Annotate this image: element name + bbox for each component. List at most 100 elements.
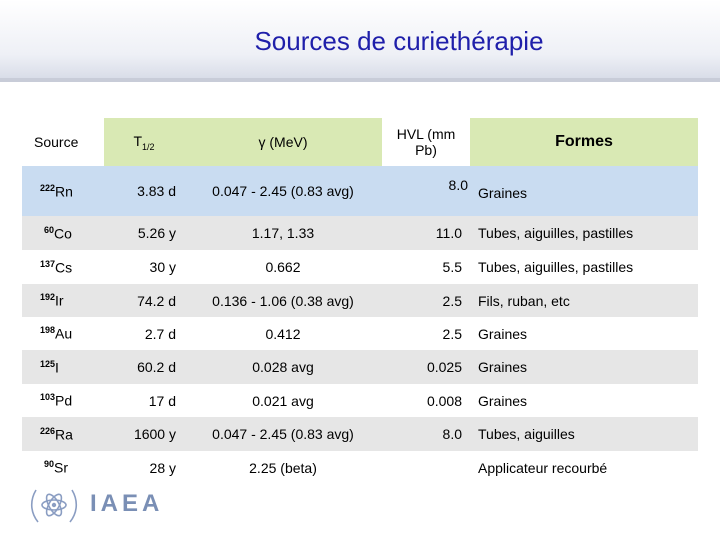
cell-source: 226Ra [22,417,104,451]
hvl-value: 0.008 [426,392,462,409]
cell-formes: Graines [470,166,698,216]
forme-value: Graines [478,359,528,375]
cell-gamma: 0.412 [184,317,382,350]
header-half-life-label: T1/2 [133,132,155,152]
cell-gamma: 0.047 - 2.45 (0.83 avg) [184,166,382,216]
cell-half-life: 60.2 d [104,350,184,384]
gamma-value: 0.136 - 1.06 (0.38 avg) [212,292,354,309]
mass-number: 125 [40,358,56,369]
half-life-value: 74.2 d [137,292,176,309]
header-source: Source [22,118,104,166]
cell-formes: Fils, ruban, etc [470,284,698,317]
isotope-label: 192Ir [22,292,64,309]
forme-value: Tubes, aiguilles, pastilles [478,259,634,275]
gamma-value: 0.662 [265,259,301,275]
hvl-value: 8.0 [448,177,468,193]
forme-value: Tubes, aiguilles [478,426,575,442]
forme-value: Graines [478,325,528,342]
half-life-value: 3.83 d [137,183,176,199]
half-life-value: 60.2 d [137,359,176,375]
cell-source: 103Pd [22,384,104,417]
cell-formes: Graines [470,384,698,417]
element-symbol: I [55,359,59,376]
cell-hvl: 0.008 [382,384,470,417]
cell-gamma: 0.662 [184,250,382,284]
gamma-value: 2.25 (beta) [249,459,317,476]
mass-number: 137 [40,258,56,269]
cell-gamma: 0.021 avg [184,384,382,417]
cell-hvl: 2.5 [382,317,470,350]
isotope-label: 103Pd [22,392,72,409]
cell-gamma: 0.047 - 2.45 (0.83 avg) [184,417,382,451]
half-life-value: 5.26 y [137,225,176,241]
hvl-value: 5.5 [442,259,462,275]
cell-half-life: 3.83 d [104,166,184,216]
header-source-label: Source [34,134,79,150]
half-life-value: 30 y [149,259,176,275]
mass-number: 222 [40,182,56,193]
gamma-value: 0.028 avg [252,359,314,375]
cell-half-life: 1600 y [104,417,184,451]
cell-hvl [382,451,470,484]
hvl-value: 8.0 [442,426,462,442]
cell-half-life: 5.26 y [104,216,184,250]
title-divider [0,78,720,82]
page-title: Sources de curiethérapie [254,26,544,56]
cell-source: 137Cs [22,250,104,284]
half-life-value: 17 d [148,392,176,409]
cell-hvl: 5.5 [382,250,470,284]
isotope-label: 90Sr [22,459,68,476]
cell-half-life: 2.7 d [104,317,184,350]
cell-formes: Graines [470,317,698,350]
element-symbol: Ir [55,292,64,309]
hvl-value: 11.0 [435,225,462,241]
cell-formes: Graines [470,350,698,384]
header-half-life: T1/2 [104,118,184,166]
hvl-value: 2.5 [442,325,462,342]
gamma-value: 1.17, 1.33 [251,225,315,241]
cell-half-life: 17 d [104,384,184,417]
cell-source: 222Rn [22,166,104,216]
cell-gamma: 0.136 - 1.06 (0.38 avg) [184,284,382,317]
mass-number: 90 [44,459,55,470]
cell-formes: Tubes, aiguilles, pastilles [470,250,698,284]
isotope-label: 137Cs [22,259,72,276]
cell-hvl: 11.0 [382,216,470,250]
isotope-label: 125I [22,359,59,376]
element-symbol: Au [55,325,73,342]
forme-value: Tubes, aiguilles, pastilles [478,225,634,241]
forme-value: Graines [478,185,528,201]
mass-number: 192 [40,292,56,303]
element-symbol: Cs [55,259,73,276]
half-life-value: 28 y [149,459,176,476]
header-gamma: γ (MeV) [184,118,382,166]
cell-half-life: 30 y [104,250,184,284]
isotope-label: 60Co [22,225,72,242]
isotope-label: 222Rn [22,183,73,200]
cell-gamma: 2.25 (beta) [184,451,382,484]
cell-source: 90Sr [22,451,104,484]
mass-number: 226 [40,425,56,436]
cell-formes: Applicateur recourbé [470,451,698,484]
isotope-label: 226Ra [22,426,73,443]
element-symbol: Sr [54,459,69,476]
cell-half-life: 28 y [104,451,184,484]
forme-value: Fils, ruban, etc [478,292,570,309]
cell-hvl: 8.0 [382,166,470,216]
cell-hvl: 0.025 [382,350,470,384]
forme-value: Graines [478,392,528,409]
mass-number: 198 [40,325,56,336]
hvl-value: 0.025 [426,359,462,375]
cell-source: 192Ir [22,284,104,317]
cell-gamma: 1.17, 1.33 [184,216,382,250]
title-bar [0,0,720,78]
hvl-value: 2.5 [442,292,462,309]
element-symbol: Ra [55,426,73,443]
iaea-logo-text: IAEA [90,490,164,517]
element-symbol: Rn [55,183,73,200]
gamma-value: 0.047 - 2.45 (0.83 avg) [212,426,354,442]
cell-gamma: 0.028 avg [184,350,382,384]
half-life-value: 2.7 d [144,325,176,342]
cell-source: 125I [22,350,104,384]
cell-hvl: 8.0 [382,417,470,451]
